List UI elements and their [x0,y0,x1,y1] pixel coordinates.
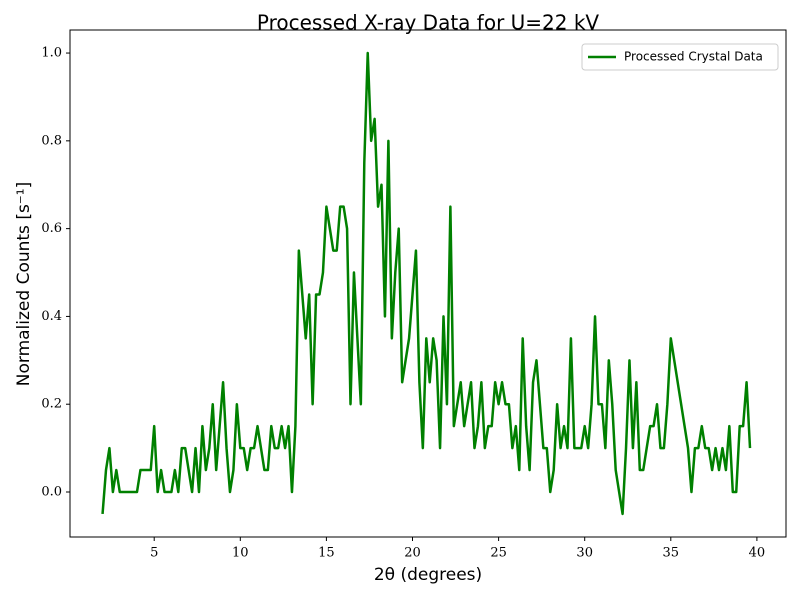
data-line [101,51,752,516]
x-axis-label: 2θ (degrees) [374,565,482,585]
x-tick-label: 30 [576,546,593,561]
legend-box [581,43,779,71]
x-tick-label: 35 [663,546,680,561]
y-tick-label: 0.4 [41,309,62,324]
x-tick-label: 20 [404,546,421,561]
plot-frame [69,29,787,538]
chart-title: Processed X-ray Data for U=22 kV [257,11,600,35]
x-tick-label: 10 [232,546,249,561]
y-tick-label: 0.2 [41,397,62,412]
y-tick-label: 0.6 [41,221,62,236]
x-tick-label: 15 [318,546,335,561]
x-tick-label: 5 [150,546,158,561]
y-axis-label: Normalized Counts [s⁻¹] [14,182,34,386]
x-tick-label: 25 [490,546,507,561]
x-tick-label: 40 [749,546,766,561]
y-tick-label: 1.0 [41,46,62,61]
y-tick-label: 0.8 [41,133,62,148]
y-tick-label: 0.0 [41,485,62,500]
legend-label: Processed Crystal Data [624,50,763,64]
